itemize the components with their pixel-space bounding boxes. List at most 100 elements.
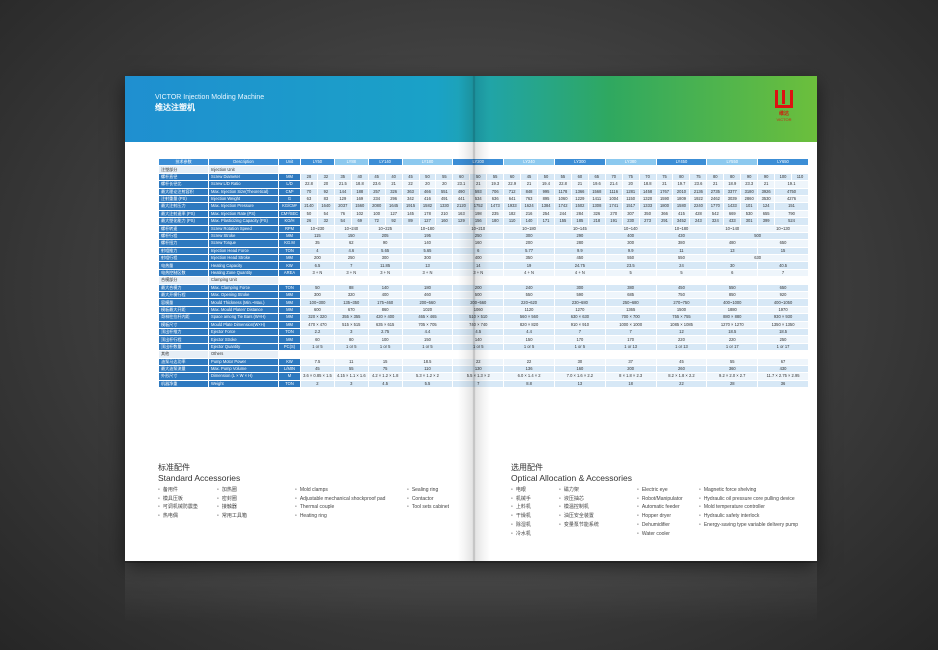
accessory-item: Hopper dryer (637, 512, 683, 521)
row-unit: KG/H (278, 217, 301, 226)
value-cell: 290 (553, 231, 606, 241)
table-row: 电热量 Heating Capacity KW 6.5 7 11.85 13 14 19 24.7… (158, 261, 809, 270)
value-cell: 1060 (452, 305, 505, 315)
accessory-item: Magnetic force shelving (699, 486, 798, 495)
table-row: 螺杆长径比 Screw L/D Ratio L/D 22.8 20 21.5 18.8 23.… (158, 180, 809, 189)
row-unit: CM³/SEC (278, 209, 301, 219)
value-cell: 1809 (672, 194, 691, 204)
optional-list-en-2: Magnetic force shelvingHydraulic oil pre… (699, 486, 798, 530)
value-cell: 250~680 (604, 298, 657, 307)
header-description: Description (208, 157, 279, 167)
value-cell: 21 (469, 180, 488, 189)
value-cell: 296 (384, 194, 403, 204)
row-unit: MM (278, 313, 301, 322)
value-cell: 307 (621, 209, 640, 219)
value-cell: 70 (604, 172, 623, 182)
value-cell: 1060 (553, 194, 572, 204)
value-cell: 3 (333, 327, 369, 337)
value-cell: 300 (503, 231, 555, 241)
value-cell: 320 (333, 291, 369, 300)
value-cell: 1350 × 1350 (757, 320, 809, 330)
value-cell: 1 or 13 (604, 342, 657, 352)
value-cell: 848 (520, 187, 539, 196)
model-header-ly140: LY140 (367, 157, 403, 167)
value-cell: 3377 (723, 187, 742, 196)
value-cell: 4 + N (503, 268, 555, 278)
section-row: 其他 Others (158, 350, 809, 359)
optional-list-en-1: Electric eyeRobot/ManipulatorAutomatic f… (637, 486, 683, 538)
value-cell: 300 (300, 291, 335, 300)
value-cell: 1308 (587, 202, 606, 211)
value-cell: 218 (587, 217, 606, 226)
value-cell: 301 (740, 217, 759, 226)
value-cell: 593 (469, 187, 488, 196)
value-cell: 135~350 (333, 298, 369, 307)
value-cell: 1458 (638, 187, 657, 196)
optional-list-zh-2: 磁力架液压抽芯模温控制机油压安全装置变量泵节能系统 (559, 486, 599, 530)
row-label-en: Heating Capacity (208, 261, 279, 270)
value-cell: 284 (570, 209, 589, 219)
value-cell: 55 (706, 357, 759, 366)
row-label-en: Max. Mould Platen' Distance (208, 305, 279, 315)
value-cell: 60 (570, 172, 589, 182)
row-unit: L/MIN (278, 364, 301, 374)
value-cell: 910 × 910 (553, 320, 606, 330)
value-cell: 326 (384, 187, 403, 196)
table-header-row: 技术参数 Description Unit LY50 LY88 LY140 LY180 LY2… (158, 157, 809, 167)
value-cell: 235 (486, 209, 505, 219)
value-cell: 5 (604, 268, 657, 278)
row-unit: KG.M (278, 239, 301, 248)
logo-sub: VICTOR (776, 117, 792, 122)
value-cell: 9.2 × 2.0 × 2.7 (706, 372, 759, 381)
value-cell: 3 + N (452, 268, 505, 278)
table-row: 最大塑化能力 (PS) Max. Plasticizing Capacity (P… (158, 217, 809, 226)
value-cell: 10~180 (401, 224, 454, 233)
value-cell: 530 (740, 209, 759, 219)
value-cell: 150 (503, 335, 555, 344)
value-cell: 5.77 (503, 246, 555, 256)
table-row: 射咀推力 Injection Head Force TON 4 4.6 5.65 5.65 6… (158, 246, 809, 256)
row-label-zh: 哥林柱拉杆内距 (158, 313, 209, 322)
value-cell: 1320 (638, 194, 657, 204)
accessory-item: 接触器 (217, 503, 247, 512)
value-cell: 2140 (300, 202, 318, 211)
row-label-en: Screw Diameter (208, 172, 279, 182)
accessory-item: 备用件 (158, 486, 198, 495)
accessory-item: Robot/Manipulator (637, 495, 683, 504)
value-cell: 220 (655, 335, 708, 344)
value-cell: 50 (300, 283, 335, 293)
value-cell: 23.6 (367, 180, 386, 189)
value-cell: 1800 (655, 202, 674, 211)
value-cell: 35 (300, 239, 335, 248)
value-cell: 712 (503, 187, 522, 196)
value-cell: 3530 (757, 194, 776, 204)
row-unit: TON (278, 379, 301, 389)
value-cell: 24.75 (553, 261, 606, 270)
row-label-zh: 机器净重 (158, 379, 209, 389)
value-cell: 110 (503, 217, 522, 226)
value-cell: 4.15 × 1.1 × 1.6 (333, 372, 369, 381)
value-cell: 163 (452, 209, 471, 219)
value-cell: 21 (570, 180, 589, 189)
value-cell: 200~560 (452, 298, 505, 307)
table-row: 螺杆转速 Screw Rotation Speed RPM 10~230 10~240 1… (158, 224, 809, 233)
value-cell: 291 (655, 217, 674, 226)
value-cell: 755 × 755 (655, 313, 708, 322)
value-cell: 18.9 (723, 180, 742, 189)
value-cell: 156 (469, 217, 488, 226)
value-cell: 127 (384, 209, 403, 219)
value-cell: 115 (300, 231, 335, 241)
value-cell: 706 (486, 187, 505, 196)
value-cell: 669 (723, 209, 742, 219)
value-cell: 220~620 (503, 298, 555, 307)
value-cell: 23.5 (604, 261, 657, 270)
value-cell: 92 (384, 217, 403, 226)
value-cell: 1000 × 1000 (604, 320, 657, 330)
accessory-item: Automatic feeder (637, 503, 683, 512)
value-cell: 1568 (587, 187, 606, 196)
value-cell: 524 (774, 217, 809, 226)
value-cell: 40 (384, 172, 403, 182)
value-cell: 55 (333, 364, 369, 374)
accessory-item: Thermal couple (295, 503, 385, 512)
